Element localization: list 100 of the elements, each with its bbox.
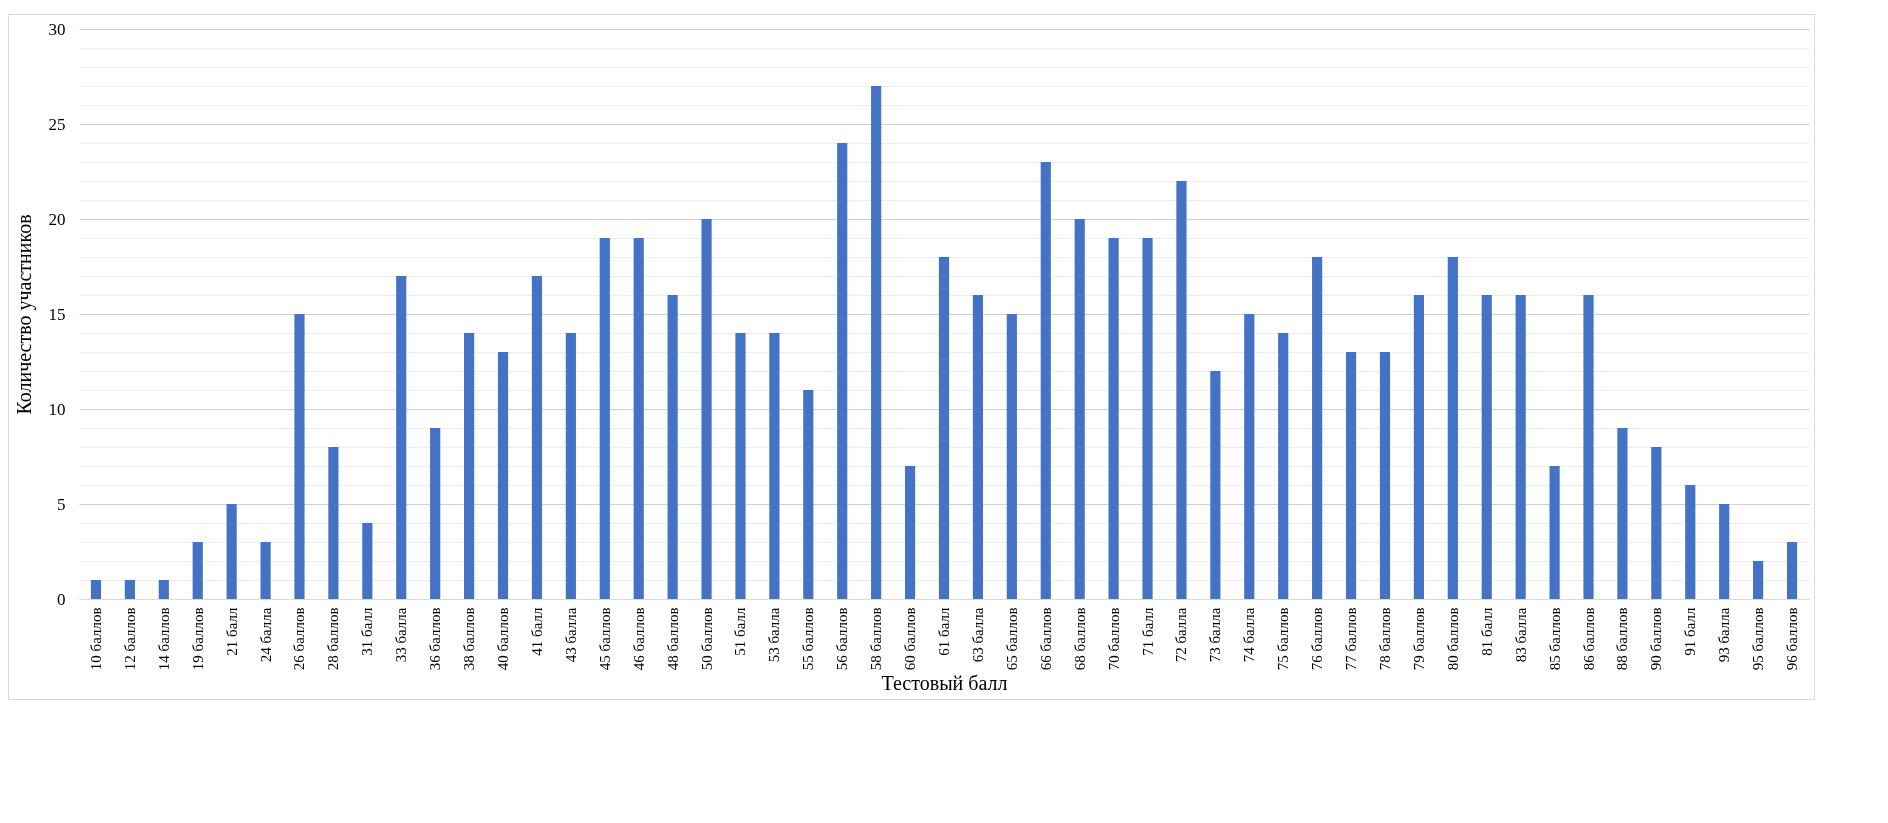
x-tick-label: 55 баллов xyxy=(800,607,817,671)
bar xyxy=(599,238,610,599)
bar xyxy=(565,333,576,599)
y-axis-title: Количество участников xyxy=(12,214,36,415)
x-tick-label: 61 балл xyxy=(936,607,952,656)
bar xyxy=(735,333,746,599)
x-tick-label: 24 балла xyxy=(257,607,274,663)
bar xyxy=(938,257,950,599)
bar xyxy=(803,390,814,599)
y-tick-label: 20 xyxy=(48,209,66,229)
bar xyxy=(328,447,339,599)
bar xyxy=(1142,238,1153,599)
x-tick-label: 19 баллов xyxy=(189,607,206,671)
x-tick-label: 28 баллов xyxy=(325,607,342,671)
bar xyxy=(294,314,305,599)
bar xyxy=(837,143,848,599)
x-tick-label: 77 баллов xyxy=(1343,607,1360,671)
bar xyxy=(1345,352,1357,599)
x-tick-label: 40 баллов xyxy=(495,607,512,671)
bar xyxy=(871,86,882,599)
x-tick-label: 85 баллов xyxy=(1546,607,1563,671)
x-tick-label: 43 балла xyxy=(562,607,579,663)
x-tick-label: 14 баллов xyxy=(155,607,172,671)
x-axis-title: Тестовый балл xyxy=(881,672,1008,695)
y-tick-label: 0 xyxy=(57,589,66,609)
x-tick-label: 78 баллов xyxy=(1376,607,1393,671)
bar xyxy=(464,333,475,599)
bar xyxy=(1753,561,1764,599)
x-tick-label: 80 баллов xyxy=(1444,607,1461,671)
bar xyxy=(260,542,271,599)
x-tick-label: 73 балла xyxy=(1207,607,1224,663)
bar xyxy=(1413,295,1424,599)
x-tick-label: 66 баллов xyxy=(1037,607,1054,671)
x-tick-label: 88 баллов xyxy=(1614,607,1631,671)
x-tick-label: 68 баллов xyxy=(1071,607,1088,671)
x-tick-label: 41 балл xyxy=(528,607,545,656)
y-tick-label: 10 xyxy=(48,399,66,419)
x-tick-label: 46 баллов xyxy=(630,607,647,671)
bar xyxy=(1481,295,1492,599)
x-tick-label: 93 балла xyxy=(1716,607,1733,663)
bar xyxy=(396,276,407,599)
x-tick-label: 71 балл xyxy=(1139,607,1156,656)
x-tick-label: 38 баллов xyxy=(461,607,478,671)
x-tick-label: 74 балла xyxy=(1241,607,1258,663)
bar xyxy=(972,295,984,599)
x-tick-label: 10 баллов xyxy=(87,607,104,671)
bar xyxy=(362,523,373,599)
y-tick-label: 25 xyxy=(48,114,66,134)
bar xyxy=(1447,257,1458,599)
bar xyxy=(1176,181,1187,599)
x-tick-label: 36 баллов xyxy=(427,607,444,671)
x-tick-label: 33 балла xyxy=(393,607,410,663)
x-tick-label: 56 баллов xyxy=(834,607,851,671)
bar xyxy=(1006,314,1017,599)
x-tick-label: 26 баллов xyxy=(291,607,308,671)
x-tick-label: 12 баллов xyxy=(121,607,138,671)
bar xyxy=(1651,447,1662,599)
x-tick-label: 53 балла xyxy=(766,607,783,663)
x-tick-label: 48 баллов xyxy=(664,607,681,671)
x-tick-label: 70 баллов xyxy=(1105,607,1122,671)
bar xyxy=(158,580,169,599)
bar xyxy=(1719,504,1730,599)
bar xyxy=(1108,238,1119,599)
x-tick-label: 91 балл xyxy=(1682,607,1699,656)
x-tick-label: 58 баллов xyxy=(868,607,885,671)
bar xyxy=(1312,257,1323,599)
bar xyxy=(124,580,135,599)
x-tick-label: 96 баллов xyxy=(1784,607,1801,671)
y-tick-label: 5 xyxy=(57,494,66,514)
bar xyxy=(633,238,644,599)
bar xyxy=(1515,295,1526,599)
x-tick-label: 50 баллов xyxy=(698,607,715,671)
x-tick-label: 65 баллов xyxy=(1003,607,1020,671)
x-tick-label: 95 баллов xyxy=(1750,607,1767,671)
x-tick-label: 45 баллов xyxy=(596,607,613,671)
bar xyxy=(1549,466,1560,599)
x-tick-label: 31 балл xyxy=(359,607,376,656)
x-tick-label: 72 балла xyxy=(1173,607,1190,663)
x-tick-label: 90 баллов xyxy=(1648,607,1665,671)
x-tick-label: 76 баллов xyxy=(1309,607,1326,671)
x-tick-label: 51 балл xyxy=(732,607,749,656)
bar xyxy=(701,219,712,599)
bar xyxy=(1074,219,1085,599)
bar xyxy=(90,580,102,599)
y-tick-label: 15 xyxy=(48,304,66,324)
bar xyxy=(904,466,916,599)
bar xyxy=(531,276,543,599)
bar xyxy=(667,295,678,599)
x-tick-label: 21 балл xyxy=(223,607,240,656)
bar xyxy=(226,504,237,599)
bar xyxy=(1278,333,1289,599)
bar xyxy=(1786,542,1798,599)
bar xyxy=(1210,371,1221,599)
x-tick-label: 83 балла xyxy=(1512,607,1529,663)
x-tick-label: 79 баллов xyxy=(1410,607,1427,671)
bar xyxy=(192,542,203,599)
x-tick-label: 60 баллов xyxy=(902,607,919,671)
bar xyxy=(1685,485,1696,599)
x-tick-label: 86 баллов xyxy=(1580,607,1597,671)
bar xyxy=(430,428,441,599)
